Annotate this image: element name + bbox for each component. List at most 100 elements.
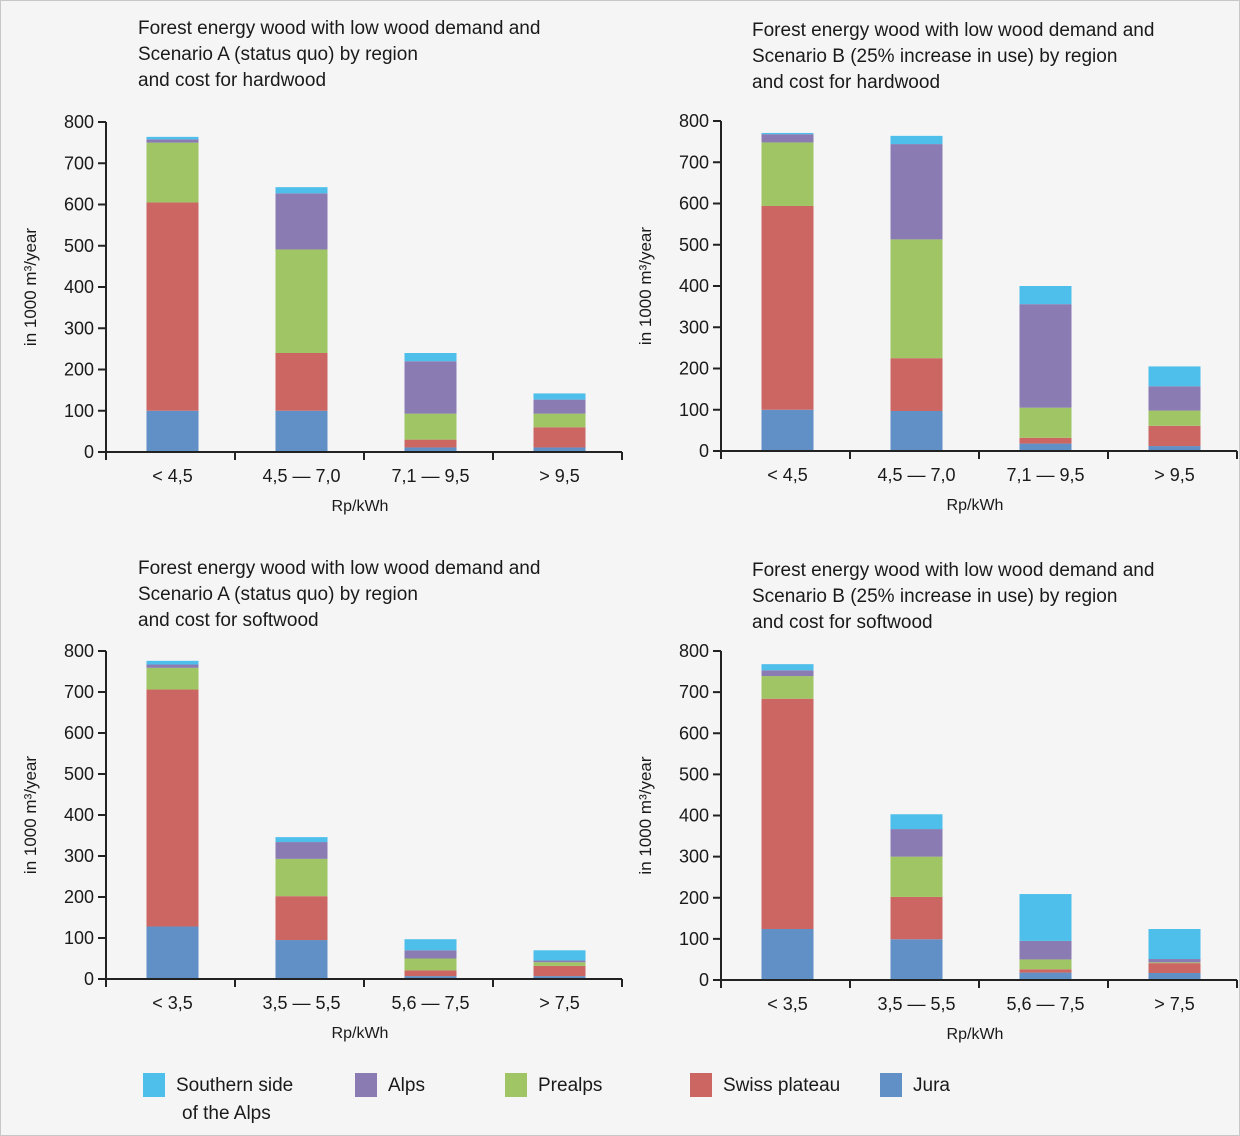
y-tick-label: 0: [84, 969, 94, 989]
legend-swatch: [690, 1073, 712, 1097]
y-tick-label: 800: [679, 111, 709, 131]
legend-item: Alps: [355, 1073, 425, 1097]
y-axis-label: in 1000 m³/year: [636, 756, 655, 874]
bar-segment-swiss-plateau: [1019, 969, 1072, 973]
legend: Southern side of the Alps Alps Prealps Swiss…: [143, 1073, 950, 1124]
chart-3: Forest energy wood with low wood demand …: [21, 558, 623, 1042]
bar-segment-southern-side-of-the-alps: [890, 814, 943, 830]
bar-segment-alps: [146, 139, 199, 143]
bar-segment-southern-side-of-the-alps: [761, 664, 814, 671]
bar-segment-prealps: [275, 249, 328, 353]
bar-segment-prealps: [533, 962, 586, 966]
chart-title-line: and cost for hardwood: [752, 72, 940, 93]
bar-segment-prealps: [761, 676, 814, 699]
bar-segment-swiss-plateau: [1148, 963, 1201, 974]
bar-segment-prealps: [890, 856, 943, 897]
x-tick-label: 3,5 — 5,5: [262, 993, 340, 1013]
bar-segment-jura: [890, 939, 943, 980]
x-tick-label: < 3,5: [767, 994, 808, 1014]
bar-segment-alps: [404, 950, 457, 959]
y-tick-label: 200: [679, 888, 709, 908]
legend-label: Prealps: [538, 1075, 602, 1096]
bar-segment-southern-side-of-the-alps: [533, 393, 586, 400]
legend-label: Jura: [913, 1075, 950, 1096]
bar-segment-prealps: [890, 239, 943, 359]
bar-segment-alps: [761, 670, 814, 677]
y-tick-label: 500: [679, 764, 709, 784]
chart-title-line: Scenario A (status quo) by region: [138, 584, 418, 605]
bar-segment-prealps: [1019, 407, 1072, 438]
legend-item: Swiss plateau: [690, 1073, 840, 1097]
chart-title-line: Scenario A (status quo) by region: [138, 44, 418, 65]
bar-segment-swiss-plateau: [1019, 437, 1072, 444]
x-tick-label: 7,1 — 9,5: [391, 466, 469, 486]
legend-label: Swiss plateau: [723, 1075, 840, 1096]
bar-segment-jura: [1148, 446, 1201, 451]
bar-segment-jura: [1148, 973, 1201, 980]
x-tick-label: > 9,5: [539, 466, 580, 486]
y-tick-label: 200: [64, 360, 94, 380]
bar-segment-alps: [1019, 304, 1072, 408]
y-tick-label: 600: [679, 194, 709, 214]
bar-segment-alps: [1148, 386, 1201, 411]
bar-segment-jura: [533, 976, 586, 979]
x-axis-label: Rp/kWh: [947, 497, 1004, 514]
bar-segment-alps: [890, 829, 943, 857]
bar-segment-jura: [761, 409, 814, 451]
x-tick-label: 4,5 — 7,0: [262, 466, 340, 486]
y-tick-label: 300: [64, 318, 94, 338]
bar-segment-prealps: [404, 958, 457, 971]
bar-segment-swiss-plateau: [761, 205, 814, 410]
bar-segment-southern-side-of-the-alps: [761, 132, 814, 135]
bar-segment-jura: [404, 447, 457, 452]
x-axis-label: Rp/kWh: [332, 498, 389, 515]
y-tick-label: 800: [64, 112, 94, 132]
bar-segment-swiss-plateau: [404, 439, 457, 448]
legend-swatch: [143, 1073, 165, 1097]
bar-segment-jura: [1019, 443, 1072, 451]
bar-segment-alps: [890, 144, 943, 240]
y-tick-label: 400: [64, 805, 94, 825]
bar-segment-swiss-plateau: [1148, 425, 1201, 447]
bar-segment-jura: [890, 410, 943, 451]
y-tick-label: 600: [64, 195, 94, 215]
y-tick-label: 300: [64, 846, 94, 866]
x-axis-label: Rp/kWh: [332, 1025, 389, 1042]
x-tick-label: < 4,5: [767, 465, 808, 485]
bar-segment-swiss-plateau: [275, 353, 328, 411]
bar-segment-alps: [1148, 959, 1201, 963]
bar-segment-jura: [761, 929, 814, 980]
bar-segment-jura: [404, 976, 457, 979]
bar-segment-southern-side-of-the-alps: [1148, 929, 1201, 960]
chart-2: Forest energy wood with low wood demand …: [636, 20, 1238, 514]
bar-segment-prealps: [1148, 410, 1201, 426]
x-tick-label: 3,5 — 5,5: [877, 994, 955, 1014]
legend-label: Southern side: [176, 1075, 293, 1096]
y-tick-label: 0: [84, 442, 94, 462]
bar-segment-southern-side-of-the-alps: [404, 353, 457, 362]
x-axis-label: Rp/kWh: [947, 1026, 1004, 1043]
bar-segment-jura: [1019, 972, 1072, 980]
bar-segment-prealps: [275, 858, 328, 897]
legend-swatch: [505, 1073, 527, 1097]
bar-segment-alps: [533, 960, 586, 963]
y-tick-label: 400: [679, 276, 709, 296]
chart-title-line: Forest energy wood with low wood demand …: [752, 560, 1154, 581]
bar-segment-swiss-plateau: [890, 896, 943, 940]
bar-segment-alps: [275, 193, 328, 250]
bar-segment-jura: [533, 447, 586, 452]
y-tick-label: 700: [64, 153, 94, 173]
chart-title-line: Scenario B (25% increase in use) by regi…: [752, 586, 1117, 607]
chart-title-line: Scenario B (25% increase in use) by regi…: [752, 46, 1117, 67]
bar-segment-southern-side-of-the-alps: [146, 660, 199, 665]
y-tick-label: 100: [679, 400, 709, 420]
chart-4: Forest energy wood with low wood demand …: [636, 560, 1238, 1043]
bar-segment-alps: [404, 361, 457, 414]
bar-segment-southern-side-of-the-alps: [1148, 366, 1201, 387]
chart-title-line: Forest energy wood with low wood demand …: [138, 18, 540, 39]
y-tick-label: 400: [679, 806, 709, 826]
y-tick-label: 500: [64, 236, 94, 256]
chart-title-line: Forest energy wood with low wood demand …: [752, 20, 1154, 41]
bar-segment-prealps: [533, 413, 586, 428]
x-tick-label: 4,5 — 7,0: [877, 465, 955, 485]
